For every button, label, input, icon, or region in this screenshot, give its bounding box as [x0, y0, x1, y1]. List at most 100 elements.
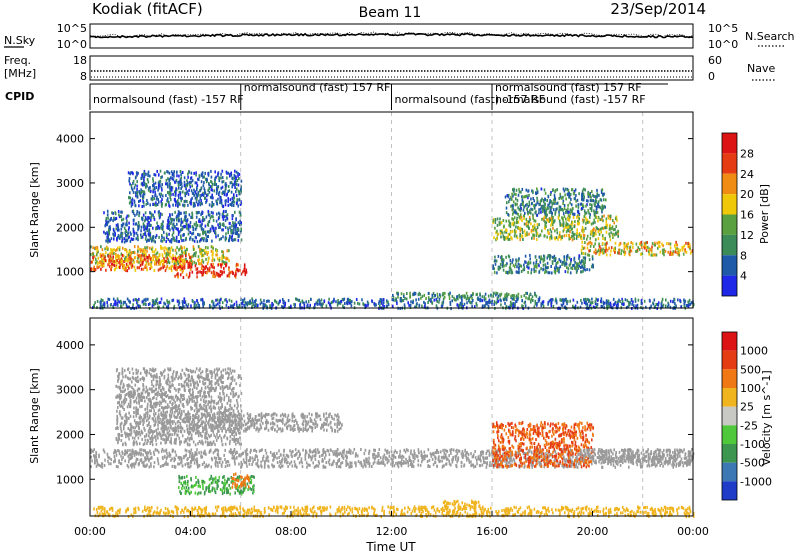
heatmap-cell [165, 456, 168, 460]
heatmap-cell [121, 262, 124, 266]
heatmap-cell [110, 259, 113, 263]
heatmap-cell [168, 190, 171, 194]
heatmap-cell [231, 231, 234, 235]
heatmap-cell [662, 244, 664, 248]
heatmap-cell [178, 196, 180, 200]
heatmap-cell [601, 210, 603, 214]
heatmap-cell [167, 304, 170, 308]
heatmap-cell [545, 225, 547, 228]
heatmap-cell [555, 207, 557, 211]
heatmap-cell [565, 233, 568, 237]
heatmap-cell [654, 241, 656, 245]
heatmap-cell [171, 233, 174, 237]
heatmap-cell [236, 179, 239, 182]
heatmap-cell [534, 292, 536, 296]
heatmap-cell [497, 254, 500, 258]
heatmap-cell [509, 300, 512, 304]
heatmap-cell [534, 226, 536, 230]
heatmap-cell [152, 236, 155, 240]
heatmap-cell [575, 236, 578, 240]
heatmap-cell [140, 176, 142, 180]
heatmap-cell [544, 206, 546, 210]
heatmap-cell [200, 224, 203, 228]
heatmap-cell [584, 256, 587, 260]
heatmap-cell [142, 260, 144, 264]
heatmap-cell [567, 203, 569, 207]
heatmap-cell [221, 228, 223, 232]
heatmap-cell [348, 465, 350, 469]
heatmap-cell [169, 191, 172, 195]
heatmap-cell [190, 189, 193, 193]
heatmap-cell [336, 303, 339, 307]
heatmap-cell [167, 258, 170, 262]
heatmap-cell [116, 302, 119, 306]
heatmap-cell [580, 202, 583, 206]
heatmap-cell [490, 294, 493, 298]
heatmap-cell [237, 305, 240, 309]
heatmap-cell [629, 448, 631, 451]
heatmap-cell [239, 213, 242, 217]
heatmap-cell [403, 303, 406, 307]
heatmap-cell [517, 212, 519, 216]
heatmap-cell [155, 300, 158, 304]
heatmap-cell [528, 203, 531, 207]
heatmap-cell [293, 460, 296, 464]
heatmap-cell [139, 458, 142, 462]
heatmap-cell [212, 218, 215, 222]
heatmap-cell [183, 246, 186, 249]
heatmap-cell [525, 291, 527, 295]
heatmap-cell [523, 294, 526, 298]
heatmap-cell [110, 462, 112, 466]
y-tick-label: 3000 [56, 177, 84, 190]
heatmap-cell [580, 237, 583, 241]
heatmap-cell [199, 270, 201, 274]
heatmap-cell [528, 226, 530, 230]
heatmap-cell [171, 260, 174, 264]
heatmap-cell [225, 236, 228, 240]
heatmap-cell [130, 186, 133, 190]
heatmap-cell [202, 232, 204, 236]
heatmap-cell [378, 304, 381, 308]
heatmap-cell [522, 195, 524, 199]
heatmap-cell [215, 226, 217, 230]
heatmap-cell [367, 303, 369, 307]
heatmap-cell [472, 293, 474, 297]
heatmap-cell [189, 236, 192, 240]
heatmap-cell [211, 188, 214, 192]
heatmap-cell [589, 192, 591, 195]
heatmap-cell [564, 262, 567, 266]
heatmap-cell [556, 267, 559, 270]
heatmap-cell [588, 192, 590, 196]
heatmap-cell [213, 189, 216, 193]
heatmap-cell [689, 243, 691, 247]
heatmap-cell [582, 251, 585, 255]
heatmap-cell [229, 235, 232, 239]
heatmap-cell [241, 452, 244, 455]
heatmap-cell [202, 270, 205, 273]
heatmap-cell [225, 261, 228, 265]
heatmap-cell [578, 262, 580, 266]
heatmap-cell [198, 210, 200, 214]
heatmap-cell [233, 226, 235, 230]
heatmap-cell [529, 257, 531, 261]
heatmap-cell [209, 216, 212, 220]
heatmap-cell [181, 270, 184, 274]
heatmap-cell [543, 255, 546, 259]
heatmap-cell [165, 236, 168, 240]
heatmap-cell [521, 236, 524, 240]
heatmap-cell [587, 253, 589, 257]
heatmap-cell [530, 197, 532, 201]
heatmap-cell [584, 258, 586, 262]
heatmap-cell [558, 210, 560, 214]
heatmap-cell [552, 208, 555, 212]
heatmap-cell [462, 454, 465, 458]
heatmap-cell [613, 448, 615, 452]
heatmap-cell [576, 465, 579, 469]
heatmap-cell [462, 294, 464, 298]
heatmap-cell [191, 184, 193, 188]
heatmap-cell [228, 237, 231, 241]
heatmap-cell [243, 263, 246, 267]
heatmap-cell [578, 257, 580, 261]
heatmap-cell [572, 212, 574, 216]
freq-right-tick-bottom: 0 [708, 70, 715, 83]
